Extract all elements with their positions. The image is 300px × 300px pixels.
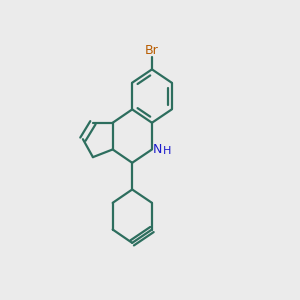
Text: Br: Br bbox=[145, 44, 159, 57]
Text: H: H bbox=[163, 146, 171, 156]
Text: N: N bbox=[153, 143, 163, 156]
